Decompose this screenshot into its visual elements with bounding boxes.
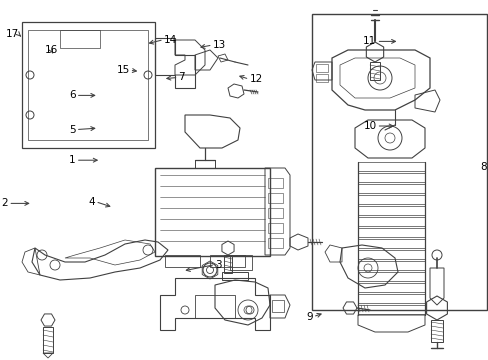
Text: 6: 6 bbox=[69, 90, 76, 100]
Text: 3: 3 bbox=[215, 260, 222, 270]
Bar bbox=[311, 14, 486, 310]
Bar bbox=[267, 208, 283, 218]
Text: 5: 5 bbox=[69, 125, 76, 135]
Bar bbox=[267, 223, 283, 233]
Text: 9: 9 bbox=[305, 312, 312, 322]
Text: 7: 7 bbox=[178, 72, 185, 82]
Bar bbox=[43, 327, 53, 353]
Text: 16: 16 bbox=[44, 45, 58, 55]
Text: 13: 13 bbox=[212, 40, 225, 50]
Bar bbox=[267, 193, 283, 203]
Bar bbox=[164, 255, 200, 267]
Text: 1: 1 bbox=[69, 155, 76, 165]
Bar bbox=[315, 74, 327, 82]
Text: 11: 11 bbox=[363, 36, 376, 46]
Text: 8: 8 bbox=[479, 162, 486, 172]
Text: 12: 12 bbox=[249, 74, 262, 84]
Bar bbox=[60, 30, 100, 48]
Bar bbox=[267, 178, 283, 188]
Bar bbox=[315, 64, 327, 72]
Text: 10: 10 bbox=[363, 121, 376, 131]
Bar bbox=[369, 62, 379, 80]
Text: 14: 14 bbox=[163, 35, 177, 45]
Bar bbox=[271, 300, 284, 312]
Bar bbox=[267, 238, 283, 248]
Text: 15: 15 bbox=[116, 65, 129, 75]
Bar bbox=[224, 255, 231, 273]
Bar bbox=[195, 295, 235, 318]
Bar bbox=[155, 168, 269, 256]
Text: 2: 2 bbox=[1, 198, 8, 208]
Text: 4: 4 bbox=[88, 197, 95, 207]
Bar bbox=[430, 320, 442, 342]
Bar bbox=[209, 255, 244, 267]
Text: 17: 17 bbox=[5, 29, 19, 39]
